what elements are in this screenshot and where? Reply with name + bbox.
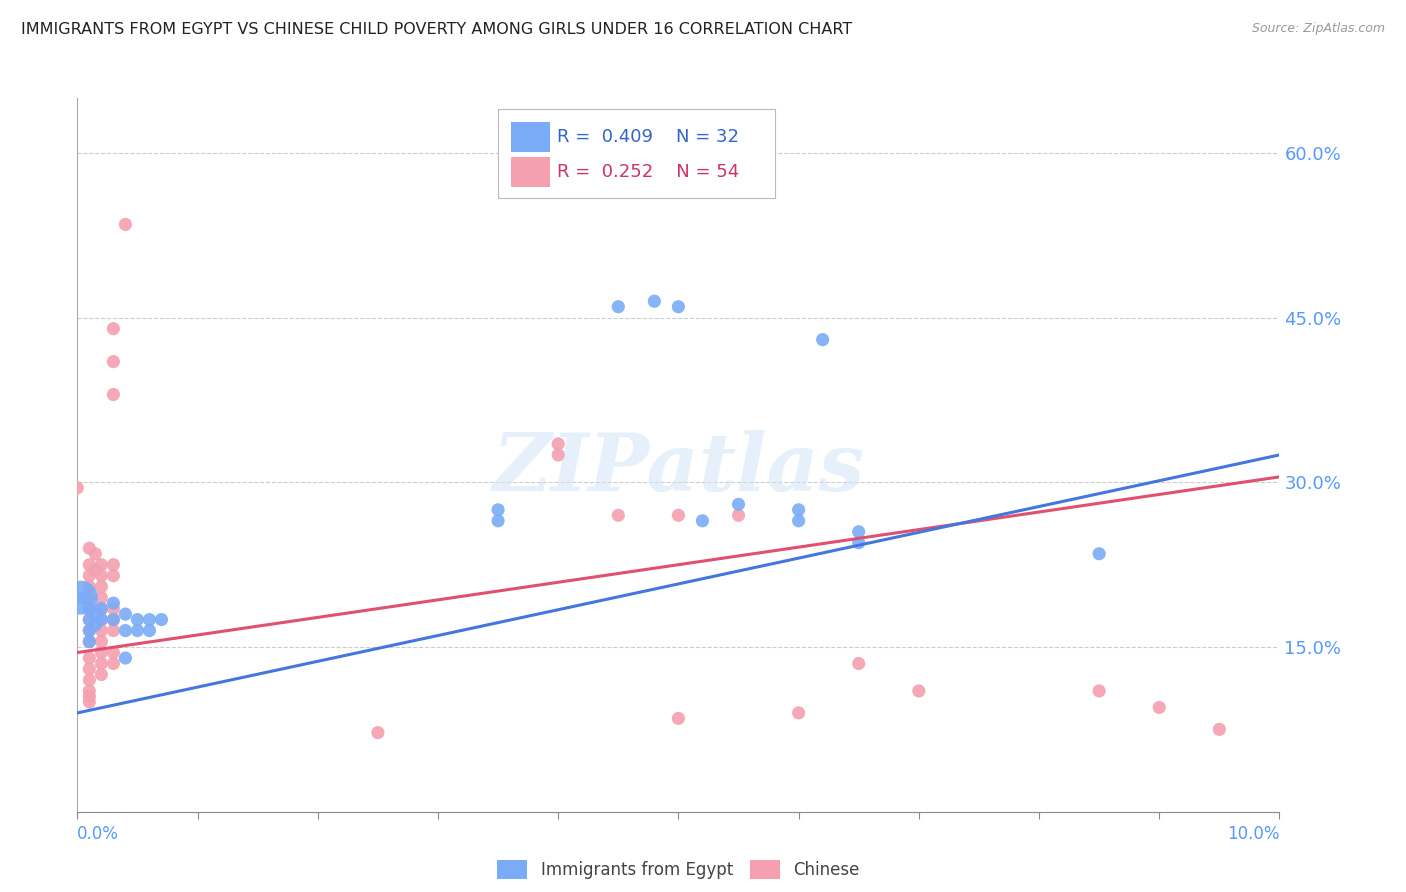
Point <box>72 591 94 605</box>
Point <box>90 601 112 615</box>
Point <box>90 591 112 605</box>
Point <box>848 524 870 539</box>
Point <box>70 591 93 605</box>
Point <box>79 601 101 615</box>
Point <box>607 300 630 314</box>
Point <box>114 624 136 638</box>
Point <box>607 508 630 523</box>
Text: Source: ZipAtlas.com: Source: ZipAtlas.com <box>1251 22 1385 36</box>
Point <box>727 497 749 511</box>
Point <box>150 613 173 627</box>
Point <box>90 624 112 638</box>
Point <box>79 690 101 704</box>
FancyBboxPatch shape <box>512 157 550 187</box>
Point <box>367 725 389 739</box>
Point <box>103 657 125 671</box>
Point <box>79 695 101 709</box>
Point <box>84 607 107 621</box>
Point <box>79 568 101 582</box>
Point <box>547 437 569 451</box>
Point <box>787 514 810 528</box>
Text: 10.0%: 10.0% <box>1227 825 1279 843</box>
Point <box>90 580 112 594</box>
Point <box>486 503 509 517</box>
FancyBboxPatch shape <box>498 109 775 198</box>
Point <box>79 591 101 605</box>
Text: R =  0.252    N = 54: R = 0.252 N = 54 <box>557 163 740 181</box>
Point <box>692 514 714 528</box>
Point <box>90 613 112 627</box>
Point <box>103 646 125 660</box>
Text: R =  0.409    N = 32: R = 0.409 N = 32 <box>557 128 740 145</box>
Point <box>84 563 107 577</box>
Point <box>668 711 690 725</box>
Point <box>90 667 112 681</box>
Point <box>90 657 112 671</box>
Point <box>79 613 101 627</box>
Point <box>1088 547 1111 561</box>
Point <box>787 706 810 720</box>
Point <box>79 634 101 648</box>
Point <box>66 481 89 495</box>
Legend: Immigrants from Egypt, Chinese: Immigrants from Egypt, Chinese <box>491 853 866 886</box>
Point <box>127 624 149 638</box>
Point <box>103 558 125 572</box>
Point <box>79 624 101 638</box>
Point <box>547 448 569 462</box>
Point <box>103 387 125 401</box>
Point <box>103 613 125 627</box>
Point <box>1088 684 1111 698</box>
Text: ZIPatlas: ZIPatlas <box>492 431 865 508</box>
Point <box>79 541 101 556</box>
Point <box>103 624 125 638</box>
Point <box>84 547 107 561</box>
Text: 0.0%: 0.0% <box>77 825 120 843</box>
Point <box>79 580 101 594</box>
Point <box>90 634 112 648</box>
Point <box>103 613 125 627</box>
Point <box>811 333 834 347</box>
Point <box>90 568 112 582</box>
Text: IMMIGRANTS FROM EGYPT VS CHINESE CHILD POVERTY AMONG GIRLS UNDER 16 CORRELATION : IMMIGRANTS FROM EGYPT VS CHINESE CHILD P… <box>21 22 852 37</box>
Point <box>79 558 101 572</box>
Point <box>668 508 690 523</box>
Point <box>668 300 690 314</box>
Point <box>79 613 101 627</box>
Point <box>1208 723 1230 737</box>
Point <box>90 613 112 627</box>
Point <box>79 684 101 698</box>
Point <box>787 503 810 517</box>
Point <box>103 321 125 335</box>
Point <box>103 596 125 610</box>
Point <box>114 607 136 621</box>
Point <box>138 624 160 638</box>
Point <box>79 651 101 665</box>
Point <box>1149 700 1171 714</box>
Point <box>127 613 149 627</box>
Point <box>908 684 931 698</box>
Point <box>79 673 101 687</box>
Point <box>114 218 136 232</box>
Point <box>90 646 112 660</box>
Point <box>90 601 112 615</box>
Point <box>103 568 125 582</box>
Point <box>114 651 136 665</box>
Point <box>486 514 509 528</box>
Point <box>848 657 870 671</box>
Point <box>727 508 749 523</box>
Point <box>138 613 160 627</box>
Point <box>79 662 101 676</box>
Point <box>103 601 125 615</box>
FancyBboxPatch shape <box>512 121 550 152</box>
Point <box>643 294 665 309</box>
Point <box>848 535 870 549</box>
Point <box>79 601 101 615</box>
Point <box>90 558 112 572</box>
Point <box>84 618 107 632</box>
Point <box>79 634 101 648</box>
Point <box>103 354 125 368</box>
Point <box>79 624 101 638</box>
